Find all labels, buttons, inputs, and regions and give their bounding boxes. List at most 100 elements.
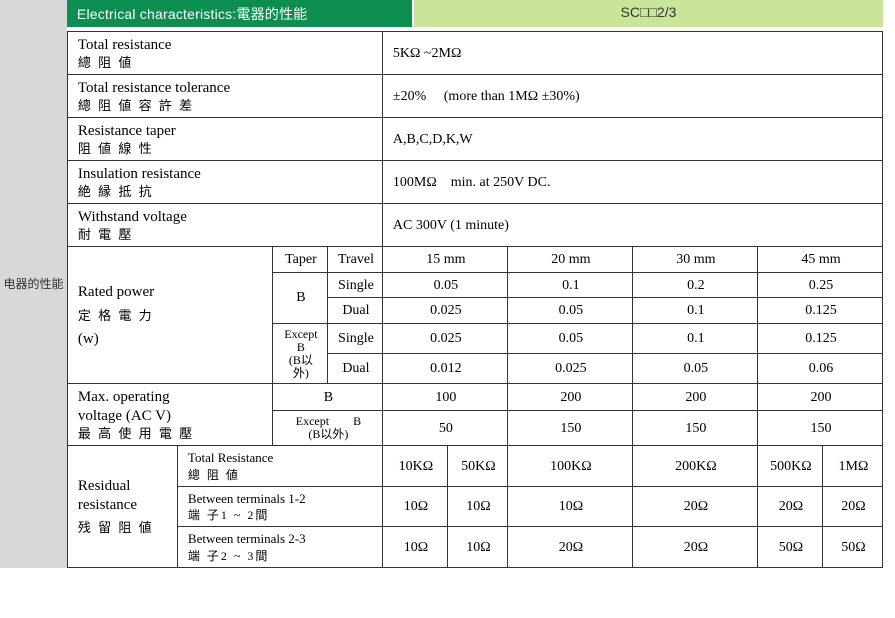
- header-bar: Electrical characteristics:電器的性能 SC□□2/3: [67, 0, 883, 27]
- label-zh: 端 子1 ~ 2間: [188, 508, 374, 523]
- row-insulation: Insulation resistance 絶 縁 抵 抗 100MΩ min. …: [67, 161, 882, 204]
- header-title-lime: SC□□2/3: [414, 0, 883, 27]
- val: 20Ω: [822, 486, 882, 527]
- val: 0.06: [757, 353, 882, 383]
- val: 500KΩ: [757, 446, 822, 487]
- val: 200: [757, 384, 882, 410]
- maxv-b: B: [272, 384, 382, 410]
- val: 10Ω: [447, 527, 507, 568]
- travel-0: 15 mm: [382, 247, 507, 273]
- except-b-zh: (B以外): [289, 353, 313, 380]
- residual-12-label: Between terminals 1-2 端 子1 ~ 2間: [177, 486, 382, 527]
- row-total-resistance: Total resistance 總 阻 値 5KΩ ~2MΩ: [67, 32, 882, 75]
- label-en: Resistance taper: [78, 123, 176, 139]
- val: 20Ω: [632, 486, 757, 527]
- except-b-zh: (B以外): [308, 427, 348, 441]
- value: ±20% (more than 1MΩ ±30%): [382, 75, 882, 118]
- sidebar-label: 电器的性能: [3, 275, 63, 292]
- row-residual-12: Between terminals 1-2 端 子1 ~ 2間 10Ω 10Ω …: [67, 486, 882, 527]
- label-zh: 總 阻 値: [78, 55, 374, 71]
- val: 10Ω: [382, 486, 447, 527]
- val: 50Ω: [757, 527, 822, 568]
- taper-except-b: Except B (B以外): [272, 323, 327, 384]
- label-zh: 總 阻 値: [188, 468, 374, 483]
- sidebar: 电器的性能: [0, 0, 67, 568]
- val: 50Ω: [822, 527, 882, 568]
- val: 0.05: [507, 323, 632, 353]
- val: 20Ω: [632, 527, 757, 568]
- residual-tr-label: Total Resistance 總 阻 値: [177, 446, 382, 487]
- taper-header: Taper: [272, 247, 327, 273]
- label-en: Total Resistance: [188, 450, 273, 465]
- val: 0.125: [757, 298, 882, 324]
- label-en: Total resistance: [78, 37, 172, 53]
- val: 0.025: [507, 353, 632, 383]
- page-root: 电器的性能 Electrical characteristics:電器的性能 S…: [0, 0, 895, 568]
- label-zh: 残 留 阻 値: [78, 520, 169, 536]
- row-rated-power-header: Rated power 定 格 電 力 (w) Taper Travel 15 …: [67, 247, 882, 273]
- label-en1: Residual: [78, 478, 131, 494]
- value: 5KΩ ~2MΩ: [382, 32, 882, 75]
- travel-header: Travel: [327, 247, 382, 273]
- label-zh: 阻 値 線 性: [78, 141, 374, 157]
- config-single: Single: [327, 323, 382, 353]
- rated-power-label: Rated power 定 格 電 力 (w): [67, 247, 272, 384]
- val: 0.125: [757, 323, 882, 353]
- val: 0.25: [757, 272, 882, 298]
- val: 10Ω: [447, 486, 507, 527]
- value: 100MΩ min. at 250V DC.: [382, 161, 882, 204]
- taper-b: B: [272, 272, 327, 323]
- label-zh: 耐 電 壓: [78, 227, 374, 243]
- config-dual: Dual: [327, 353, 382, 383]
- val: 0.05: [382, 272, 507, 298]
- label-en: Insulation resistance: [78, 166, 201, 182]
- value: A,B,C,D,K,W: [382, 118, 882, 161]
- label-unit: (w): [78, 330, 264, 349]
- label-zh: 絶 縁 抵 抗: [78, 184, 374, 200]
- val: 50: [382, 410, 507, 445]
- row-tolerance: Total resistance tolerance總 阻 値 容 許 差 ±2…: [67, 75, 882, 118]
- residual-23-label: Between terminals 2-3 端 子2 ~ 3間: [177, 527, 382, 568]
- header-title-green: Electrical characteristics:電器的性能: [67, 0, 412, 27]
- val: 20Ω: [757, 486, 822, 527]
- label-zh: 端 子2 ~ 3間: [188, 549, 374, 564]
- val: 200KΩ: [632, 446, 757, 487]
- residual-label: Residual resistance 残 留 阻 値: [67, 446, 177, 568]
- label-zh: 總 阻 値 容 許 差: [78, 98, 374, 114]
- config-single: Single: [327, 272, 382, 298]
- value: AC 300V (1 minute): [382, 204, 882, 247]
- label-zh: 最 高 使 用 電 壓: [78, 426, 264, 442]
- travel-2: 30 mm: [632, 247, 757, 273]
- val: 0.05: [632, 353, 757, 383]
- travel-1: 20 mm: [507, 247, 632, 273]
- maxv-except-b: Except B (B以外): [272, 410, 382, 445]
- row-residual-23: Between terminals 2-3 端 子2 ~ 3間 10Ω 10Ω …: [67, 527, 882, 568]
- row-maxv-b: Max. operating voltage (AC V) 最 高 使 用 電 …: [67, 384, 882, 410]
- label-en2: voltage (AC V): [78, 408, 171, 424]
- maxv-label: Max. operating voltage (AC V) 最 高 使 用 電 …: [67, 384, 272, 446]
- val: 150: [757, 410, 882, 445]
- label-zh: 定 格 電 力: [78, 308, 264, 324]
- val: 150: [632, 410, 757, 445]
- row-taper: Resistance taper 阻 値 線 性 A,B,C,D,K,W: [67, 118, 882, 161]
- label-en2: resistance: [78, 497, 137, 513]
- config-dual: Dual: [327, 298, 382, 324]
- spec-table: Total resistance 總 阻 値 5KΩ ~2MΩ Total res…: [67, 31, 883, 568]
- label-en1: Max. operating: [78, 389, 170, 405]
- val: 0.1: [632, 298, 757, 324]
- val: 100: [382, 384, 507, 410]
- label-en: Withstand voltage: [78, 209, 187, 225]
- val: 0.1: [632, 323, 757, 353]
- val: 200: [507, 384, 632, 410]
- label-en: Rated power: [78, 284, 154, 300]
- val: 150: [507, 410, 632, 445]
- val: 0.2: [632, 272, 757, 298]
- val: 200: [632, 384, 757, 410]
- label-en: Between terminals 2-3: [188, 531, 306, 546]
- val: 0.025: [382, 298, 507, 324]
- val: 0.1: [507, 272, 632, 298]
- main-content: Electrical characteristics:電器的性能 SC□□2/3…: [67, 0, 895, 568]
- val: 10Ω: [382, 527, 447, 568]
- val: 50KΩ: [447, 446, 507, 487]
- val: 0.012: [382, 353, 507, 383]
